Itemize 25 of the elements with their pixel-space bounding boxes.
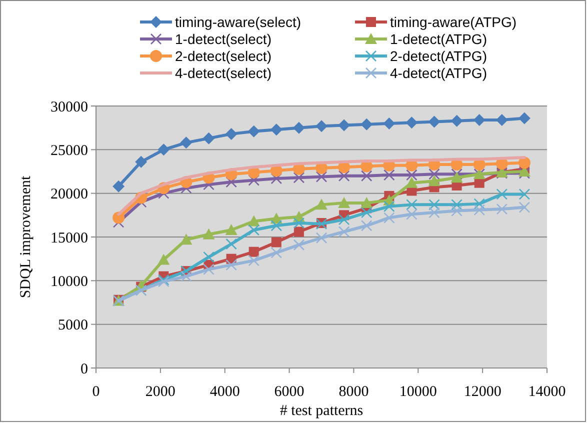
x-tick-label: 0 bbox=[92, 384, 100, 400]
legend-label: 1-detect(select) bbox=[175, 30, 272, 47]
x-tick-label: 6000 bbox=[274, 384, 304, 400]
y-tick-label: 20000 bbox=[50, 186, 88, 203]
x-tick-label: 12000 bbox=[464, 384, 502, 400]
y-axis-title: SDQL improvement bbox=[18, 174, 34, 298]
x-tick-label: 10000 bbox=[399, 384, 437, 400]
y-tick-label: 0 bbox=[80, 361, 88, 378]
y-tick-label: 5000 bbox=[58, 318, 88, 334]
legend-label: 4-detect(select) bbox=[175, 64, 272, 81]
x-tick-label: 2000 bbox=[145, 384, 176, 400]
y-tick-label: 10000 bbox=[50, 274, 88, 290]
x-axis-title: # test patterns bbox=[280, 403, 364, 419]
legend-label: 1-detect(ATPG) bbox=[390, 30, 487, 47]
legend-label: timing-aware(select) bbox=[175, 14, 302, 30]
y-tick-label: 15000 bbox=[50, 230, 88, 246]
x-tick-label: 4000 bbox=[210, 384, 240, 400]
legend-label: 4-detect(ATPG) bbox=[390, 64, 487, 81]
y-tick-label: 25000 bbox=[50, 142, 88, 159]
x-tick-label: 14000 bbox=[528, 384, 566, 400]
x-tick-label: 8000 bbox=[338, 384, 369, 400]
y-tick-label: 30000 bbox=[50, 99, 88, 116]
legend-label: 2-detect(ATPG) bbox=[390, 48, 487, 64]
legend-label: 2-detect(select) bbox=[175, 48, 272, 64]
legend-label: timing-aware(ATPG) bbox=[390, 14, 517, 30]
